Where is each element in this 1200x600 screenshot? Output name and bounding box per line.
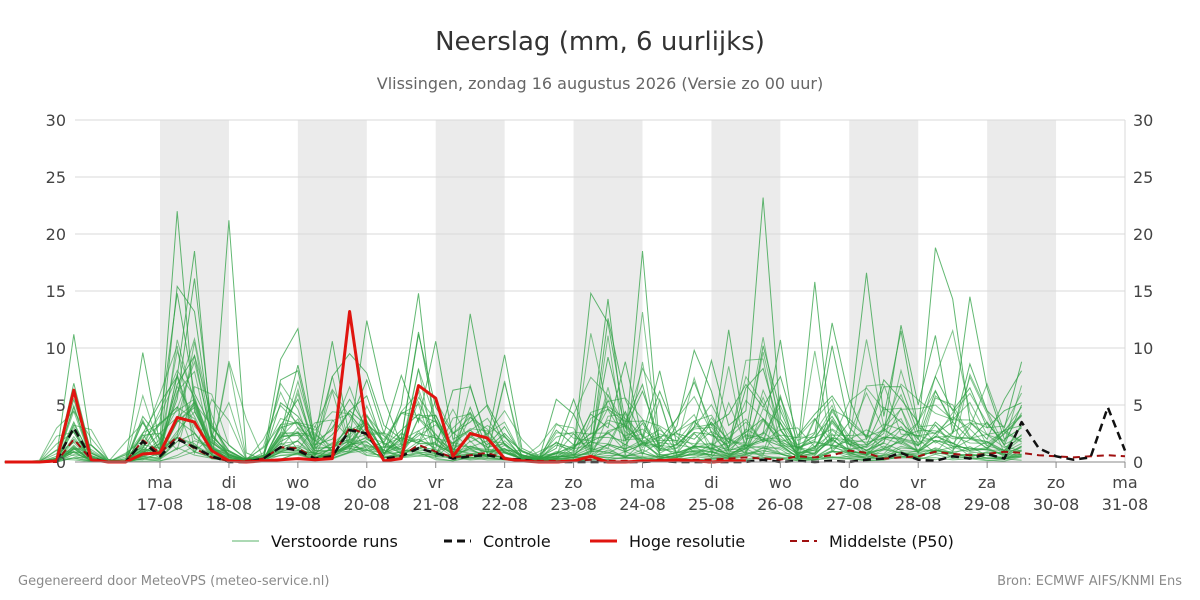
x-tick-day-13: zo: [1047, 473, 1065, 492]
footer-generator: Gegenereerd door MeteoVPS (meteo-service…: [18, 574, 329, 589]
x-tick-date-10: 27-08: [826, 495, 873, 514]
x-tick-date-2: 19-08: [275, 495, 322, 514]
ensemble-member-extra-17: [4, 370, 1022, 463]
legend-label-control: Controle: [483, 532, 551, 551]
y-tick-right-0: 0: [1133, 453, 1143, 472]
legend: Verstoorde runs Controle Hoge resolutie …: [232, 532, 954, 551]
y-tick-right-20: 20: [1133, 225, 1153, 244]
x-tick-day-6: zo: [564, 473, 582, 492]
x-tick-date-3: 20-08: [344, 495, 391, 514]
chart-title: Neerslag (mm, 6 uurlijks): [435, 27, 765, 57]
x-tick-day-1: di: [222, 473, 237, 492]
ensemble-member-extra-1: [4, 311, 1022, 463]
legend-item-control[interactable]: Controle: [444, 532, 551, 551]
x-tick-date-12: 29-08: [964, 495, 1011, 514]
ensemble-member-extra-26: [4, 345, 1023, 463]
ensemble-member-1: [4, 251, 1022, 463]
axes: 0 0 5 5 10 10 15 15 20 20 25 25 30 30 ma 17-08 di 18-08 wo…: [46, 111, 1154, 514]
y-tick-left-30: 30: [46, 111, 66, 130]
chart-subtitle: Vlissingen, zondag 16 augustus 2026 (Ver…: [377, 74, 824, 93]
y-tick-left-25: 25: [46, 168, 66, 187]
y-tick-left-20: 20: [46, 225, 66, 244]
ensemble-member-extra-27: [4, 386, 1022, 463]
legend-label-ensemble: Verstoorde runs: [271, 532, 398, 551]
y-tick-left-0: 0: [56, 453, 66, 472]
x-tick-day-0: ma: [147, 473, 172, 492]
legend-label-hires: Hoge resolutie: [629, 532, 745, 551]
ensemble-member-extra-12: [4, 410, 1022, 463]
x-tick-date-9: 26-08: [757, 495, 804, 514]
x-tick-date-14: 31-08: [1102, 495, 1149, 514]
y-tick-right-30: 30: [1133, 111, 1153, 130]
x-tick-date-13: 30-08: [1033, 495, 1080, 514]
x-tick-date-11: 28-08: [895, 495, 942, 514]
x-tick-date-7: 24-08: [619, 495, 666, 514]
x-tick-day-9: wo: [769, 473, 792, 492]
x-tick-day-4: vr: [428, 473, 444, 492]
ensemble-member-3: [4, 251, 1023, 463]
y-tick-right-5: 5: [1133, 396, 1143, 415]
x-tick-date-6: 23-08: [550, 495, 597, 514]
x-tick-day-12: za: [978, 473, 996, 492]
footer-source: Bron: ECMWF AIFS/KNMI Ens: [997, 574, 1182, 589]
y-tick-right-25: 25: [1133, 168, 1153, 187]
x-tick-day-10: do: [839, 473, 859, 492]
x-tick-day-3: do: [357, 473, 377, 492]
x-tick-day-5: za: [496, 473, 514, 492]
x-tick-day-11: vr: [910, 473, 926, 492]
legend-item-p50[interactable]: Middelste (P50): [790, 532, 954, 551]
ensemble-member-extra-24: [4, 328, 1023, 463]
x-tick-date-4: 21-08: [412, 495, 459, 514]
x-tick-day-8: di: [704, 473, 719, 492]
y-tick-left-10: 10: [46, 339, 66, 358]
x-tick-date-5: 22-08: [481, 495, 528, 514]
y-tick-right-10: 10: [1133, 339, 1153, 358]
y-tick-right-15: 15: [1133, 282, 1153, 301]
x-tick-day-7: ma: [630, 473, 655, 492]
x-tick-day-2: wo: [286, 473, 309, 492]
x-tick-date-1: 18-08: [206, 495, 253, 514]
ensemble-member-extra-15: [4, 374, 1022, 463]
legend-label-p50: Middelste (P50): [829, 532, 954, 551]
x-tick-date-8: 25-08: [688, 495, 735, 514]
legend-item-hires[interactable]: Hoge resolutie: [590, 532, 745, 551]
x-tick-day-14: ma: [1112, 473, 1137, 492]
x-tick-date-0: 17-08: [137, 495, 184, 514]
y-tick-left-15: 15: [46, 282, 66, 301]
legend-item-ensemble[interactable]: Verstoorde runs: [232, 532, 398, 551]
ensemble-member-extra-23: [4, 375, 1022, 463]
ensemble-member-extra-19: [4, 368, 1023, 463]
y-tick-left-5: 5: [56, 396, 66, 415]
